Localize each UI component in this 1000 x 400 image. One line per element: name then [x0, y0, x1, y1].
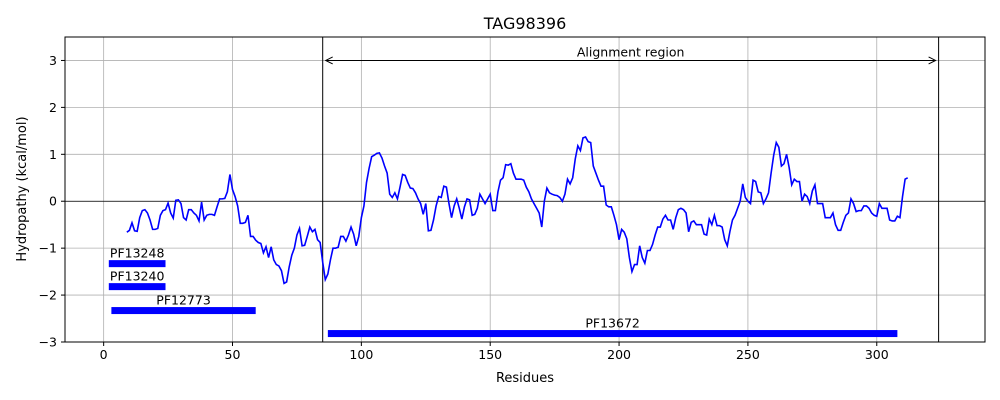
- y-axis-ticks: −3 −2 −1 0 1 2 3: [39, 53, 65, 350]
- y-tick-label: 3: [49, 53, 57, 68]
- alignment-annotation: Alignment region: [324, 44, 937, 65]
- x-tick-label: 200: [607, 347, 631, 362]
- y-tick-label: 2: [49, 100, 57, 115]
- y-tick-label: −3: [39, 335, 57, 350]
- domain-bars: PF13248 PF13240 PF12773 PF13672: [108, 246, 898, 338]
- domain-label: PF13240: [110, 269, 165, 284]
- x-axis-ticks: 0 50 100 150 200 250 300: [100, 342, 889, 362]
- domain-bar: [108, 260, 166, 268]
- domain-label: PF12773: [156, 293, 211, 308]
- domain-bar: [111, 307, 256, 315]
- x-tick-label: 0: [100, 347, 108, 362]
- arrow-head-left: [324, 56, 333, 65]
- plot-frame: [64, 36, 986, 343]
- x-tick-label: 150: [478, 347, 502, 362]
- x-tick-label: 250: [736, 347, 760, 362]
- x-tick-label: 300: [865, 347, 889, 362]
- chart-title: TAG98396: [483, 14, 567, 33]
- x-tick-label: 50: [225, 347, 241, 362]
- hydropathy-line: [126, 135, 909, 285]
- x-tick-label: 100: [349, 347, 373, 362]
- domain-label: PF13248: [110, 246, 165, 261]
- y-axis-label: Hydropathy (kcal/mol): [15, 116, 30, 261]
- y-tick-label: −2: [39, 288, 57, 303]
- y-tick-label: 1: [49, 147, 57, 162]
- domain-bar: [108, 283, 166, 291]
- domain-bar: [327, 330, 898, 338]
- x-axis-label: Residues: [496, 371, 554, 386]
- y-tick-label: −1: [39, 241, 57, 256]
- arrow-head-right: [928, 56, 937, 65]
- domain-label: PF13672: [585, 316, 640, 331]
- alignment-region-label: Alignment region: [577, 44, 685, 59]
- y-tick-label: 0: [49, 194, 57, 209]
